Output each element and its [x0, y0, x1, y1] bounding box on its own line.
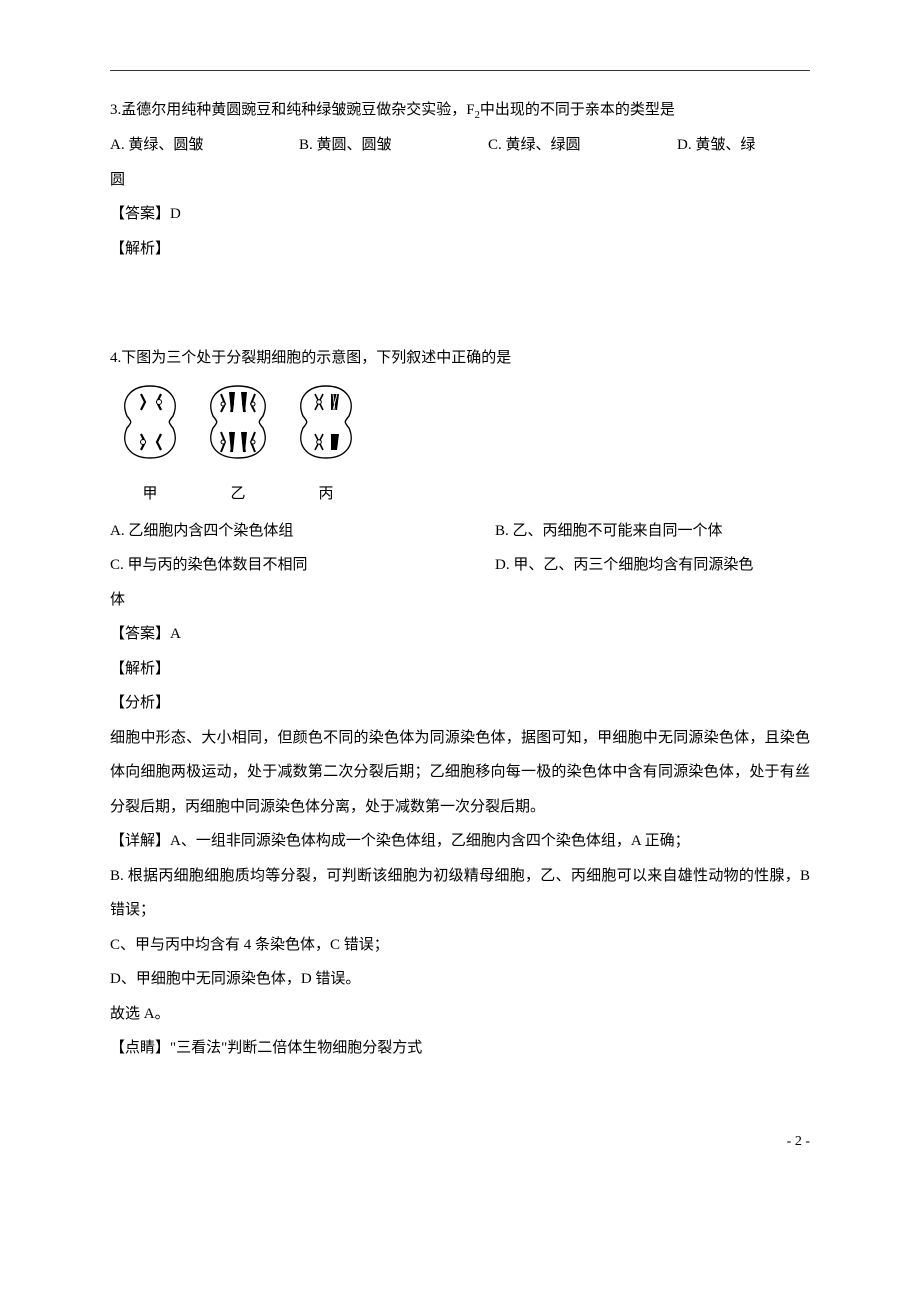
q4-analysis-para: 细胞中形态、大小相同，但颜色不同的染色体为同源染色体，据图可知，甲细胞中无同源染… [110, 721, 810, 825]
q3-number: 3. [110, 102, 121, 118]
q4-tip-label: 【点睛】 [110, 1040, 170, 1056]
q4-option-b: B. 乙、丙细胞不可能来自同一个体 [495, 514, 810, 549]
q3-stem: 3.孟德尔用纯种黄圆豌豆和纯种绿皱豌豆做杂交实验，F2中出现的不同于亲本的类型是 [110, 93, 810, 128]
page: 3.孟德尔用纯种黄圆豌豆和纯种绿皱豌豆做杂交实验，F2中出现的不同于亲本的类型是… [0, 0, 920, 1218]
q4-option-c: C. 甲与丙的染色体数目不相同 [110, 548, 495, 583]
cell-yi-icon [201, 382, 276, 462]
cell-bing-label: 丙 [286, 477, 366, 512]
q3-option-a: A. 黄绿、圆皱 [110, 128, 299, 163]
q3-option-d-wrap: 圆 [110, 163, 810, 198]
q4-tip-text: "三看法"判断二倍体生物细胞分裂方式 [170, 1040, 422, 1056]
question-3: 3.孟德尔用纯种黄圆豌豆和纯种绿皱豌豆做杂交实验，F2中出现的不同于亲本的类型是… [110, 93, 810, 266]
cell-jia: 甲 [110, 382, 190, 512]
q3-option-d: D. 黄皱、绿 [677, 128, 810, 163]
q4-analysis-label: 【解析】 [110, 652, 810, 687]
q4-option-d-wrap: 体 [110, 583, 810, 618]
question-4: 4.下图为三个处于分裂期细胞的示意图，下列叙述中正确的是 甲 [110, 341, 810, 1066]
q3-stem-pre: 孟德尔用纯种黄圆豌豆和纯种绿皱豌豆做杂交实验，F [121, 102, 474, 118]
cell-bing-icon [289, 382, 364, 462]
cell-jia-label: 甲 [110, 477, 190, 512]
q4-options-row1: A. 乙细胞内含四个染色体组 B. 乙、丙细胞不可能来自同一个体 [110, 514, 810, 549]
q3-answer: D [170, 206, 181, 222]
spacer [110, 301, 810, 341]
cell-jia-icon [113, 382, 188, 462]
top-rule [110, 70, 810, 71]
q4-detail-c: C、甲与丙中均含有 4 条染色体，C 错误； [110, 928, 810, 963]
q4-option-d: D. 甲、乙、丙三个细胞均含有同源染色 [495, 548, 810, 583]
q4-figure: 甲 [110, 382, 810, 512]
cell-yi: 乙 [198, 382, 278, 512]
q4-detail-a: 【详解】A、一组非同源染色体构成一个染色体组，乙细胞内含四个染色体组，A 正确； [110, 824, 810, 859]
q3-analysis-label: 【解析】 [110, 232, 810, 267]
q4-detail-a-text: A、一组非同源染色体构成一个染色体组，乙细胞内含四个染色体组，A 正确； [170, 833, 690, 849]
q4-stem-text: 下图为三个处于分裂期细胞的示意图，下列叙述中正确的是 [121, 350, 511, 366]
q3-answer-line: 【答案】D [110, 197, 810, 232]
q4-detail-b: B. 根据丙细胞细胞质均等分裂，可判断该细胞为初级精母细胞，乙、丙细胞可以来自雄… [110, 859, 810, 928]
q4-answer: A [170, 626, 181, 642]
page-number: - 2 - [110, 1126, 810, 1158]
q4-option-a: A. 乙细胞内含四个染色体组 [110, 514, 495, 549]
cell-bing: 丙 [286, 382, 366, 512]
q4-options-row2: C. 甲与丙的染色体数目不相同 D. 甲、乙、丙三个细胞均含有同源染色 [110, 548, 810, 583]
q4-tip: 【点睛】"三看法"判断二倍体生物细胞分裂方式 [110, 1031, 810, 1066]
q3-option-b: B. 黄圆、圆皱 [299, 128, 488, 163]
q4-stem: 4.下图为三个处于分裂期细胞的示意图，下列叙述中正确的是 [110, 341, 810, 376]
q3-option-c: C. 黄绿、绿圆 [488, 128, 677, 163]
q3-options: A. 黄绿、圆皱 B. 黄圆、圆皱 C. 黄绿、绿圆 D. 黄皱、绿 [110, 128, 810, 163]
q4-detail-label: 【详解】 [110, 833, 170, 849]
q4-answer-line: 【答案】A [110, 617, 810, 652]
q4-analysis-sub-label: 【分析】 [110, 686, 810, 721]
q4-number: 4. [110, 350, 121, 366]
q4-detail-d: D、甲细胞中无同源染色体，D 错误。 [110, 962, 810, 997]
q4-answer-label: 【答案】 [110, 626, 170, 642]
q4-conclusion: 故选 A。 [110, 997, 810, 1032]
q3-answer-label: 【答案】 [110, 206, 170, 222]
q3-stem-post: 中出现的不同于亲本的类型是 [480, 102, 675, 118]
cell-yi-label: 乙 [198, 477, 278, 512]
